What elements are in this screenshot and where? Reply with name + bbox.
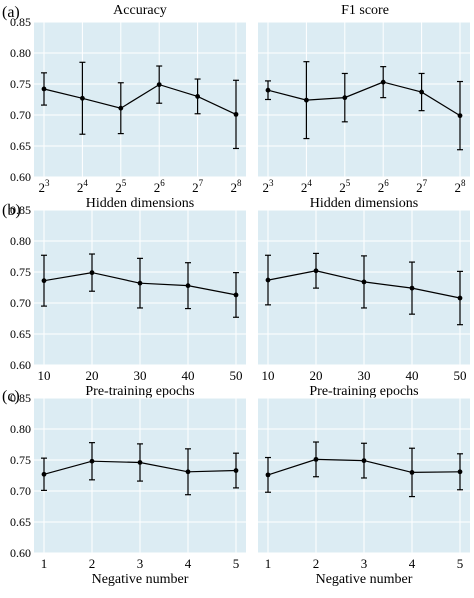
chart2-data-point (380, 79, 386, 85)
chart4-x-tick-label: 20 (310, 368, 323, 383)
chart5-y-tick-label: 0.60 (10, 546, 31, 560)
chart1-data-point (118, 105, 124, 111)
chart1-data-point (233, 111, 239, 117)
chart5-y-tick-label: 0.85 (10, 391, 31, 405)
chart4-x-axis-label: Pre-training epochs (309, 384, 418, 399)
chart1-y-tick-label: 0.60 (10, 170, 31, 184)
chart1-y-tick-label: 0.65 (10, 139, 31, 153)
chart2-x-tick-label: 23 (263, 178, 275, 195)
chart1-x-tick-label: 27 (192, 178, 204, 195)
chart5-data-point (89, 458, 95, 464)
chart3-data-point (137, 280, 143, 286)
chart2-x-tick-label: 25 (339, 178, 351, 195)
chart5-y-tick-label: 0.70 (10, 484, 31, 498)
chart1-data-point (80, 95, 85, 101)
chart3-y-tick-label: 0.70 (10, 296, 31, 310)
column-title-accuracy: Accuracy (113, 3, 167, 18)
chart3-x-tick-label: 20 (86, 368, 99, 383)
chart6-data-point (409, 470, 415, 475)
chart2-plot-area (258, 22, 470, 177)
chart1-y-tick-label: 0.75 (10, 77, 31, 91)
chart6-data-point (313, 456, 319, 462)
chart3-y-tick-label: 0.85 (10, 203, 31, 217)
chart4-data-point (313, 268, 319, 274)
chart6-x-axis-label: Negative number (316, 572, 413, 587)
chart3-y-tick-label: 0.75 (10, 265, 31, 279)
chart3-y-tick-label: 0.80 (10, 234, 31, 248)
chart5-data-point (185, 469, 191, 475)
chart2-data-point (419, 89, 424, 95)
chart2-x-axis-label: Hidden dimensions (310, 196, 419, 211)
chart1-data-point (156, 82, 162, 88)
chart4-data-point (457, 295, 463, 301)
chart3-data-point (89, 270, 95, 276)
panel-label-a: (a) (2, 4, 20, 21)
chart1-y-tick-label: 0.70 (10, 108, 31, 122)
chart3-data-point (233, 292, 239, 298)
chart3-y-tick-label: 0.65 (10, 327, 31, 341)
chart1-plot-area (34, 22, 246, 177)
chart3-x-tick-label: 50 (230, 368, 243, 383)
chart2-data-point (457, 113, 463, 119)
chart3-data-point (41, 278, 47, 284)
chart5-x-tick-label: 5 (233, 556, 240, 571)
chart3-x-tick-label: 40 (182, 368, 195, 383)
chart5-data-point (41, 471, 47, 477)
chart5-y-tick-label: 0.75 (10, 453, 31, 467)
chart1-x-tick-label: 25 (115, 178, 127, 195)
chart1-x-tick-label: 23 (39, 178, 51, 195)
chart3-data-point (185, 283, 191, 289)
chart6-x-tick-label: 4 (409, 556, 416, 571)
chart5-x-tick-label: 3 (137, 556, 144, 571)
chart3-x-tick-label: 30 (134, 368, 147, 383)
chart2-x-tick-label: 24 (301, 178, 313, 195)
panel-label-b: (b) (2, 202, 21, 219)
chart5-data-point (233, 468, 239, 473)
chart2-x-tick-label: 27 (416, 178, 428, 195)
chart6-data-point (361, 458, 367, 464)
chart4-x-tick-label: 50 (454, 368, 467, 383)
chart2-data-point (342, 95, 348, 101)
chart3-y-tick-label: 0.60 (10, 358, 31, 372)
chart5-data-point (137, 460, 143, 465)
chart5-y-tick-label: 0.80 (10, 422, 31, 436)
chart1-x-tick-label: 28 (231, 178, 243, 195)
column-title-f1: F1 score (341, 3, 389, 18)
chart1-series-line (43, 83, 237, 115)
chart2-x-tick-label: 28 (455, 178, 467, 195)
chart5-y-tick-label: 0.65 (10, 515, 31, 529)
chart1-y-tick-label: 0.85 (10, 15, 31, 29)
chart1-x-axis-label: Hidden dimensions (86, 196, 195, 211)
chart3-x-axis-label: Pre-training epochs (85, 384, 194, 399)
chart6-data-point (457, 469, 463, 475)
chart1-y-tick-label: 0.80 (10, 46, 31, 60)
chart6-x-tick-label: 1 (265, 556, 272, 571)
chart1-data-point (41, 86, 47, 92)
chart5-x-axis-label: Negative number (92, 572, 189, 587)
chart2-x-tick-label: 26 (378, 178, 390, 195)
chart1-data-point (195, 94, 201, 99)
chart6-x-tick-label: 3 (361, 556, 368, 571)
chart5-x-tick-label: 2 (89, 556, 96, 571)
chart5-x-tick-label: 1 (41, 556, 48, 571)
chart3-x-tick-label: 10 (38, 368, 51, 383)
chart2-data-point (304, 97, 309, 103)
chart4-data-point (361, 279, 367, 285)
chart4-x-tick-label: 40 (406, 368, 419, 383)
chart1-x-tick-label: 24 (77, 178, 89, 195)
panel-label-c: (c) (2, 388, 20, 405)
chart4-data-point (409, 285, 415, 291)
chart4-x-tick-label: 30 (358, 368, 371, 383)
chart4-x-tick-label: 10 (262, 368, 275, 383)
chart2-series-line (267, 81, 461, 117)
chart4-data-point (265, 277, 271, 283)
chart5-x-tick-label: 4 (185, 556, 192, 571)
chart1-x-tick-label: 26 (154, 178, 166, 195)
chart2-data-point (265, 87, 271, 93)
chart6-data-point (265, 472, 271, 478)
chart6-x-tick-label: 2 (313, 556, 320, 571)
chart6-x-tick-label: 5 (457, 556, 464, 571)
